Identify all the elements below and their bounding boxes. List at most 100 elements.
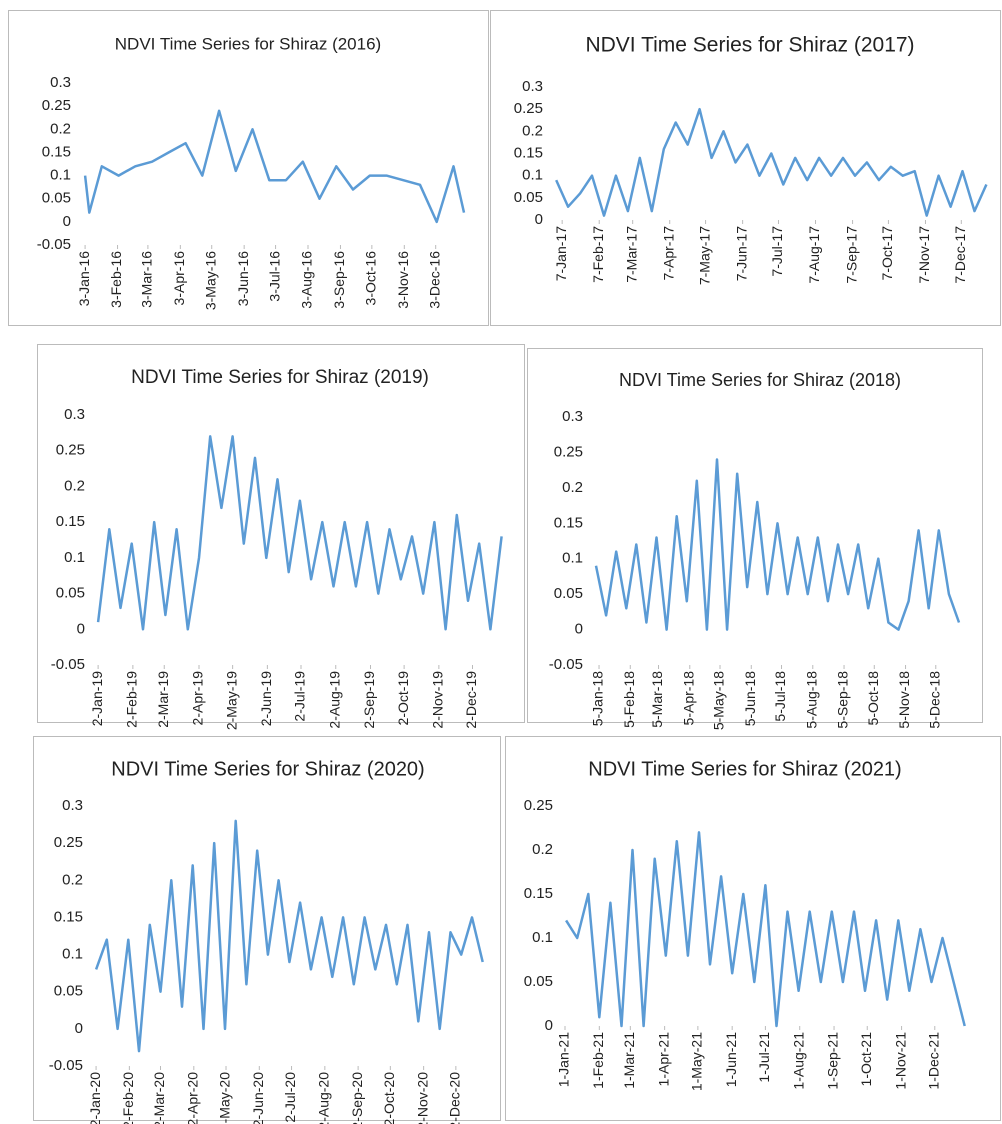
- ndvi-line: [594, 458, 961, 631]
- x-tick-label: 1-Jun-21: [723, 1032, 739, 1087]
- y-tick-label: 0.15: [54, 908, 83, 925]
- x-tick-label: 3-Sep-16: [331, 251, 347, 309]
- x-tick-label: 7-Oct-17: [879, 226, 895, 281]
- ndvi-line: [94, 819, 484, 1053]
- x-tick-label: 7-Sep-17: [843, 226, 859, 284]
- chart-title: NDVI Time Series for Shiraz (2020): [111, 758, 424, 780]
- x-tick-label: 7-Aug-17: [806, 226, 822, 284]
- x-tick-label: 2-Mar-19: [155, 671, 171, 728]
- x-tick-label: 5-Aug-18: [804, 671, 820, 729]
- x-tick-label: 5-Nov-18: [896, 671, 912, 729]
- x-tick-label: 5-Jun-18: [742, 671, 758, 726]
- x-tick-label: 3-Jul-16: [266, 251, 282, 302]
- x-tick-label: 2-Aug-20: [316, 1072, 332, 1124]
- y-tick-label: 0.25: [514, 100, 543, 117]
- y-tick-label: 0: [77, 620, 85, 637]
- x-tick-label: 2-Nov-19: [430, 671, 446, 729]
- x-tick-label: 7-Dec-17: [952, 226, 968, 284]
- x-tick-label: 7-Feb-17: [590, 226, 606, 283]
- x-tick-label: 3-Oct-16: [363, 251, 379, 306]
- panel-frame: [505, 736, 1001, 1121]
- y-tick-label: 0: [545, 1017, 553, 1034]
- x-tick-label: 2-Oct-20: [381, 1072, 397, 1124]
- y-tick-label: 0.2: [64, 477, 85, 494]
- x-tick-label: 2-Nov-20: [414, 1072, 430, 1124]
- x-tick-label: 1-Dec-21: [926, 1032, 942, 1090]
- panel-frame: [8, 10, 489, 326]
- chart-panel: NDVI Time Series for Shiraz (2017) 0 0.05 0…: [490, 10, 1001, 326]
- y-tick-label: 0: [63, 213, 71, 230]
- x-tick-label: 7-Mar-17: [623, 226, 639, 283]
- x-tick-label: 2-Jun-19: [258, 671, 274, 726]
- x-tick-label: 3-Nov-16: [395, 251, 411, 309]
- x-tick-label: 2-Sep-19: [361, 671, 377, 729]
- chart-panel: NDVI Time Series for Shiraz (2016) -0.05 0…: [8, 10, 489, 326]
- x-tick-label: 2-Feb-20: [120, 1072, 136, 1124]
- y-tick-label: 0.1: [522, 167, 543, 184]
- x-tick-label: 5-Jan-18: [590, 671, 606, 726]
- x-tick-label: 7-Jan-17: [553, 226, 569, 281]
- y-tick-label: 0.3: [50, 74, 71, 91]
- y-tick-label: 0.25: [42, 97, 71, 114]
- x-tick-label: 2-Aug-19: [326, 671, 342, 729]
- y-tick-label: 0.1: [50, 167, 71, 184]
- y-tick-label: 0.1: [532, 929, 553, 946]
- y-tick-label: 0.05: [514, 189, 543, 206]
- x-tick-label: 2-Jul-19: [292, 671, 308, 722]
- y-tick-label: 0: [575, 621, 583, 638]
- y-tick-label: 0.2: [562, 479, 583, 496]
- x-tick-label: 1-Jul-21: [756, 1032, 772, 1083]
- x-tick-label: 2-Jan-19: [89, 671, 105, 726]
- x-tick-label: 5-Dec-18: [927, 671, 943, 729]
- ndvi-line: [565, 831, 966, 1028]
- x-tick-label: 2-Apr-19: [190, 671, 206, 726]
- x-tick-label: 5-Apr-18: [681, 671, 697, 726]
- y-tick-label: 0.25: [524, 797, 553, 814]
- y-tick-label: -0.05: [549, 656, 583, 673]
- x-tick-label: 2-May-19: [223, 671, 239, 730]
- x-tick-label: 2-Mar-20: [151, 1072, 167, 1124]
- chart-title: NDVI Time Series for Shiraz (2021): [588, 758, 901, 780]
- chart-title: NDVI Time Series for Shiraz (2018): [619, 370, 901, 390]
- ndvi-line: [555, 107, 988, 217]
- y-tick-label: 0: [75, 1020, 83, 1037]
- x-tick-label: 3-Aug-16: [299, 251, 315, 309]
- y-tick-label: 0.1: [562, 550, 583, 567]
- x-tick-label: 7-Apr-17: [660, 226, 676, 281]
- y-tick-label: 0.05: [56, 585, 85, 602]
- x-tick-label: 1-Oct-21: [858, 1032, 874, 1087]
- y-tick-label: 0.05: [54, 983, 83, 1000]
- y-tick-label: -0.05: [49, 1057, 83, 1074]
- y-tick-label: 0.25: [54, 834, 83, 851]
- x-tick-label: 3-Feb-16: [108, 251, 124, 308]
- x-tick-label: 7-Jun-17: [733, 226, 749, 281]
- x-tick-label: 3-May-16: [202, 251, 218, 310]
- y-tick-label: 0.15: [56, 513, 85, 530]
- y-tick-label: -0.05: [37, 236, 71, 253]
- y-tick-label: 0.15: [554, 514, 583, 531]
- x-tick-label: 2-Oct-19: [395, 671, 411, 726]
- y-tick-label: 0.15: [514, 144, 543, 161]
- y-tick-label: 0.25: [554, 443, 583, 460]
- y-tick-label: 0.05: [554, 585, 583, 602]
- x-tick-label: 3-Jun-16: [235, 251, 251, 306]
- chart-panel: NDVI Time Series for Shiraz (2019) -0.05 0…: [37, 344, 525, 730]
- y-tick-label: 0.3: [64, 406, 85, 423]
- x-tick-label: 5-May-18: [711, 671, 727, 730]
- x-tick-label: 5-Feb-18: [621, 671, 637, 728]
- x-tick-label: 2-Dec-20: [447, 1072, 463, 1124]
- panel-frame: [490, 10, 1001, 326]
- x-tick-label: 3-Jan-16: [76, 251, 92, 306]
- panel-frame: [527, 348, 983, 723]
- y-tick-label: 0.15: [524, 885, 553, 902]
- chart-title: NDVI Time Series for Shiraz (2017): [585, 34, 914, 57]
- x-tick-label: 5-Jul-18: [772, 671, 788, 722]
- x-tick-label: 2-Jun-20: [250, 1072, 266, 1124]
- x-tick-label: 5-Sep-18: [835, 671, 851, 729]
- x-tick-label: 7-Jul-17: [769, 226, 785, 277]
- x-tick-label: 7-May-17: [696, 226, 712, 285]
- x-tick-label: 2-Jan-20: [87, 1072, 103, 1124]
- x-tick-label: 2-May-20: [217, 1072, 233, 1124]
- y-tick-label: 0.3: [522, 78, 543, 95]
